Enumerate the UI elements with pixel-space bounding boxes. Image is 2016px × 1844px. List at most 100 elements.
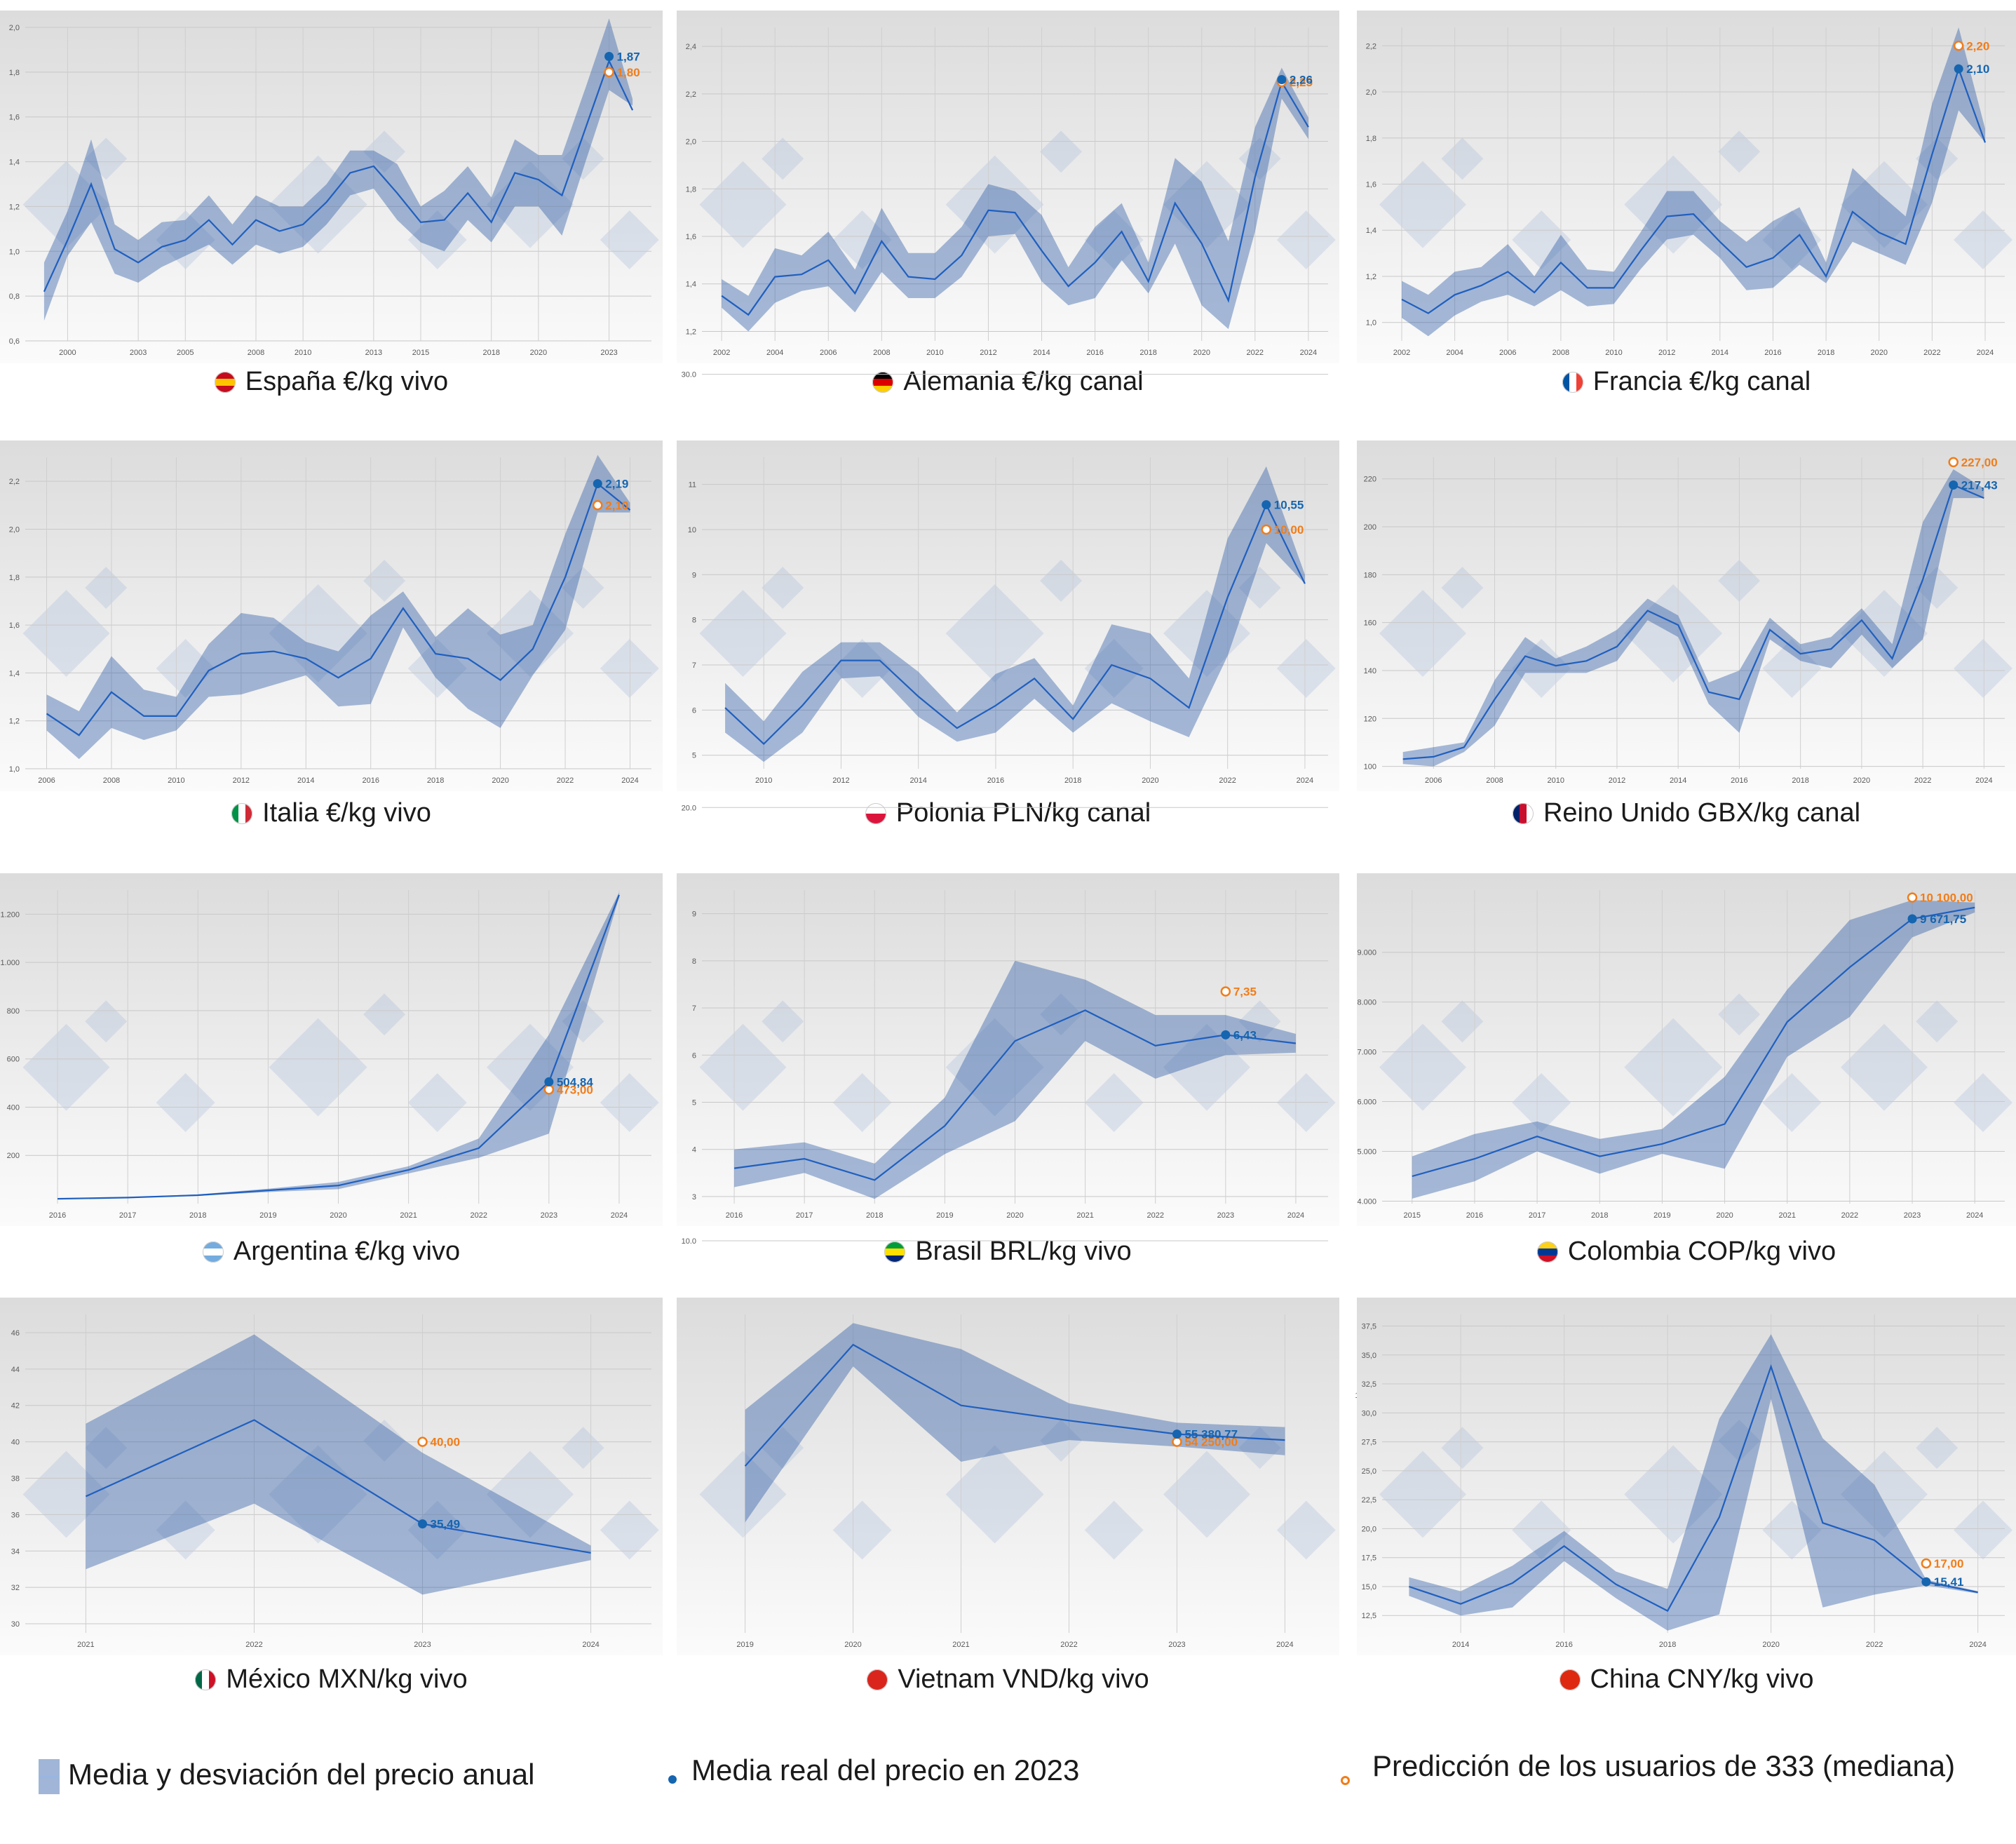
y-tick-label: 1,8 [686, 185, 696, 194]
y-tick-label: 9 [692, 910, 696, 919]
y-tick-label: 7 [692, 1004, 696, 1013]
prediction-marker [593, 500, 603, 511]
real-price-label: 9 671,75 [1920, 913, 1966, 926]
prediction-label: 40,00 [431, 1436, 461, 1449]
real-price-marker [1261, 500, 1271, 510]
real-price-marker [1221, 1030, 1231, 1039]
x-tick-label: 2010 [1547, 776, 1564, 785]
x-tick-label: 2008 [1486, 776, 1503, 785]
prediction-marker [1948, 457, 1959, 468]
watermark-333-logo [22, 130, 659, 269]
chart-panel: 1,0 1,2 1,4 1,6 1,8 2,0 2,2 2006 2008 2010 2012 201… [0, 440, 663, 849]
y-tick-label: 15,0 [1362, 1583, 1376, 1591]
y-tick-label: 600 [7, 1056, 20, 1064]
y-tick-label: 27,5 [1362, 1439, 1376, 1447]
y-tick-label: 200 [7, 1152, 20, 1160]
x-tick-label: 2006 [1499, 349, 1516, 357]
deviation-band [1402, 469, 1984, 767]
mean-price-line [43, 59, 634, 292]
x-tick-label: 2014 [297, 776, 314, 785]
x-tick-label: 2006 [38, 776, 55, 785]
plot-background [677, 440, 1339, 791]
grid [702, 890, 1328, 1204]
chart-caption: Alemania €/kg canal [677, 367, 1339, 397]
x-tick-label: 2022 [245, 1641, 262, 1649]
x-tick-label: 2020 [1142, 776, 1158, 785]
watermark-333-logo [699, 560, 1336, 698]
x-tick-label: 2022 [1247, 349, 1264, 357]
x-tick-label: 2022 [470, 1211, 487, 1220]
grid [1382, 457, 2005, 769]
legend-band-label: Media y desviación del precio anual [68, 1758, 535, 1791]
chart-title: Polonia PLN/kg canal [895, 798, 1151, 828]
chart-caption: Colombia COP/kg vivo [1357, 1237, 2016, 1267]
x-tick-label: 2020 [530, 349, 547, 357]
chart-title: Brasil BRL/kg vivo [915, 1237, 1132, 1266]
x-tick-label: 2024 [621, 776, 638, 785]
x-tick-label: 2002 [713, 349, 730, 357]
real-price-marker [1277, 75, 1287, 84]
country-flag-icon [1559, 1669, 1581, 1690]
y-tick-label: 2,0 [9, 24, 20, 32]
x-tick-label: 2004 [1446, 349, 1463, 357]
y-tick-label: 9 [692, 571, 696, 579]
y-tick-label: 1,0 [9, 248, 20, 256]
plot-background [0, 873, 663, 1226]
mean-price-line [724, 502, 1306, 746]
x-tick-label: 2006 [820, 349, 837, 357]
chart-panel: 5 6 7 8 9 10 11 2010 2012 2014 2016 2018 2020 2022 202… [677, 440, 1339, 849]
x-tick-label: 2018 [1139, 349, 1156, 357]
x-tick-label: 2003 [130, 349, 147, 357]
chart-svg: 200 400 600 800 1.000 1.200 2016 2017 2018 2019 20… [0, 873, 663, 1226]
y-tick-label: 1,6 [9, 621, 20, 630]
chart-svg: 30 32 34 36 38 40 42 44 46 2021 2022 2023 2024 40,00 3… [0, 1298, 663, 1655]
real-price-label: 35,49 [431, 1518, 461, 1531]
x-tick-label: 2018 [1591, 1211, 1608, 1220]
grid [25, 27, 651, 342]
mean-price-line [1401, 66, 1987, 314]
x-tick-label: 2022 [1146, 1211, 1163, 1220]
x-tick-label: 2018 [427, 776, 444, 785]
deviation-band [86, 1334, 591, 1595]
mean-price-line [744, 1343, 1285, 1467]
real-price-marker [544, 1077, 554, 1086]
x-tick-label: 2010 [1605, 349, 1622, 357]
chart-svg: 1,2 1,4 1,6 1,8 2,0 2,2 2,4 2002 2004 2006 2008 201… [677, 11, 1339, 363]
y-tick-label: 7.000 [1357, 1049, 1376, 1057]
chart-title: España €/kg vivo [245, 367, 449, 396]
x-tick-label: 2018 [1064, 776, 1081, 785]
x-tick-label: 2022 [557, 776, 574, 785]
y-tick-label: 1.000 [0, 959, 20, 967]
chart-panel: 30 32 34 36 38 40 42 44 46 2021 2022 2023 2024 40,00 3… [0, 1298, 663, 1715]
x-tick-label: 2020 [1853, 776, 1870, 785]
watermark-333-logo [1379, 1420, 2012, 1560]
chart-caption: Brasil BRL/kg vivo [677, 1237, 1339, 1267]
prediction-label: 17,00 [1934, 1557, 1964, 1570]
chart-svg: 100 120 140 160 180 200 220 2006 2008 2010 2012 201… [1357, 440, 2016, 791]
chart-caption: China CNY/kg vivo [1357, 1664, 2016, 1695]
prediction-marker [543, 1084, 555, 1095]
chart-panel: 0,6 0,8 1,0 1,2 1,4 1,6 1,8 2,0 2000 2003 2005 2008… [0, 11, 663, 417]
x-tick-label: 2015 [1404, 1211, 1421, 1220]
y-tick-label: 30,0 [1362, 1409, 1376, 1418]
mean-price-line [1412, 906, 1975, 1178]
country-flag-icon [202, 1241, 224, 1263]
y-tick-label: 20,0 [1362, 1525, 1376, 1533]
y-tick-label: 180 [1364, 571, 1376, 579]
x-tick-label: 2006 [1425, 776, 1442, 785]
real-price-label: 55 380,77 [1184, 1428, 1238, 1441]
mean-price-line [1409, 1364, 1978, 1613]
y-tick-label: 12,5 [1362, 1612, 1376, 1620]
real-price-marker [1907, 914, 1917, 924]
real-price-marker [1949, 480, 1959, 490]
prediction-label: 10 100,00 [1920, 891, 1973, 905]
x-tick-label: 2023 [1904, 1211, 1921, 1220]
chart-panel: 4.0005.0006.0007.0008.0009.00010.0...201… [1355, 873, 2016, 1400]
x-tick-label: 2022 [1923, 349, 1940, 357]
x-tick-label: 2016 [987, 776, 1004, 785]
x-tick-label: 2000 [59, 349, 76, 357]
x-tick-label: 2019 [736, 1641, 753, 1649]
y-tick-label: 2,2 [686, 90, 696, 99]
x-tick-label: 2024 [1287, 1211, 1304, 1220]
x-tick-label: 2014 [1033, 349, 1050, 357]
